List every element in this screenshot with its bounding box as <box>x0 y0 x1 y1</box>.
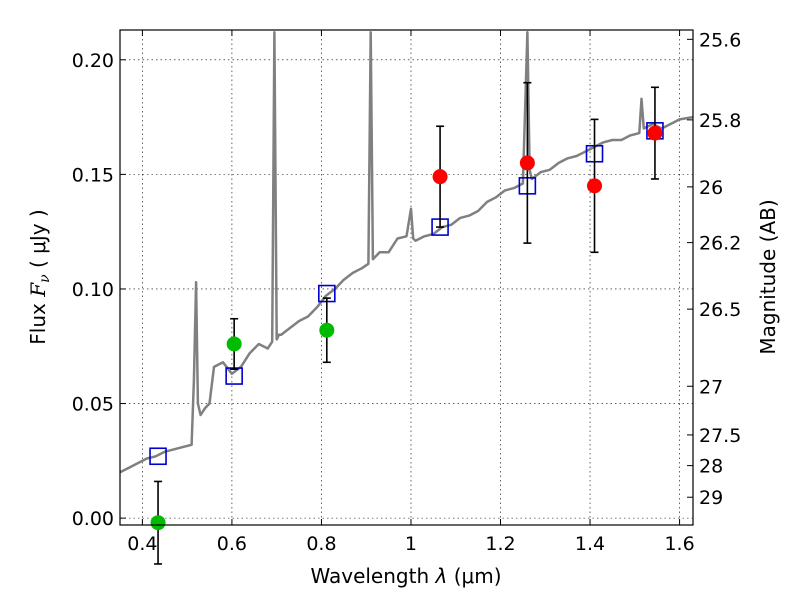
y2-tick-label: 25.8 <box>699 110 741 132</box>
plot-area <box>120 30 693 525</box>
ir-photometry-point <box>587 178 603 194</box>
model-sed-line <box>120 31 693 474</box>
x-tick-label: 1.2 <box>485 533 515 555</box>
x-tick-label: 1.6 <box>664 533 694 555</box>
x-tick-label: 0.8 <box>306 533 336 555</box>
y-tick-label: 0.05 <box>72 394 114 416</box>
model-photometry-square <box>149 447 167 466</box>
y2-tick-label: 26.2 <box>699 233 741 255</box>
hst-photometry-point <box>319 322 335 338</box>
y2-tick-label: 25.6 <box>699 29 741 51</box>
data-layer <box>120 31 693 474</box>
y2-tick-label: 27 <box>699 376 723 398</box>
y-tick-label: 0.10 <box>72 279 114 301</box>
x-tick-label: 1 <box>405 533 417 555</box>
y2-tick-label: 26 <box>699 177 723 199</box>
x-axis-label: Wavelength λ (μm) <box>310 564 501 588</box>
y-tick-label: 0.15 <box>72 164 114 186</box>
y-tick-label: 0.20 <box>72 50 114 72</box>
y2-tick-label: 27.5 <box>699 425 741 447</box>
x-tick-label: 0.6 <box>217 533 247 555</box>
hst-photometry-point <box>226 336 242 352</box>
y2-tick-label: 28 <box>699 456 723 478</box>
ir-photometry-point <box>519 155 535 171</box>
grid-lines <box>120 30 693 525</box>
x-tick-label: 0.4 <box>127 533 157 555</box>
marker-layer <box>149 81 664 565</box>
y2-axis-label: Magnitude (AB) <box>756 199 780 354</box>
axis-ticks: 0.4 0.6 0.8 1 1.2 1.4 1.6 0.00 0.05 0.10 0.15 0.20 2… <box>72 29 742 555</box>
y-axis-label: Flux Fν ( μJy ) <box>26 209 53 344</box>
hst-photometry-point <box>150 515 166 531</box>
ir-photometry-point <box>432 169 448 185</box>
y-tick-label: 0.00 <box>72 508 114 530</box>
ir-photometry-point <box>647 125 663 141</box>
plot-frame <box>119 29 694 526</box>
x-tick-label: 1.4 <box>575 533 605 555</box>
y2-tick-label: 26.5 <box>699 299 741 321</box>
y2-tick-label: 29 <box>699 487 723 509</box>
